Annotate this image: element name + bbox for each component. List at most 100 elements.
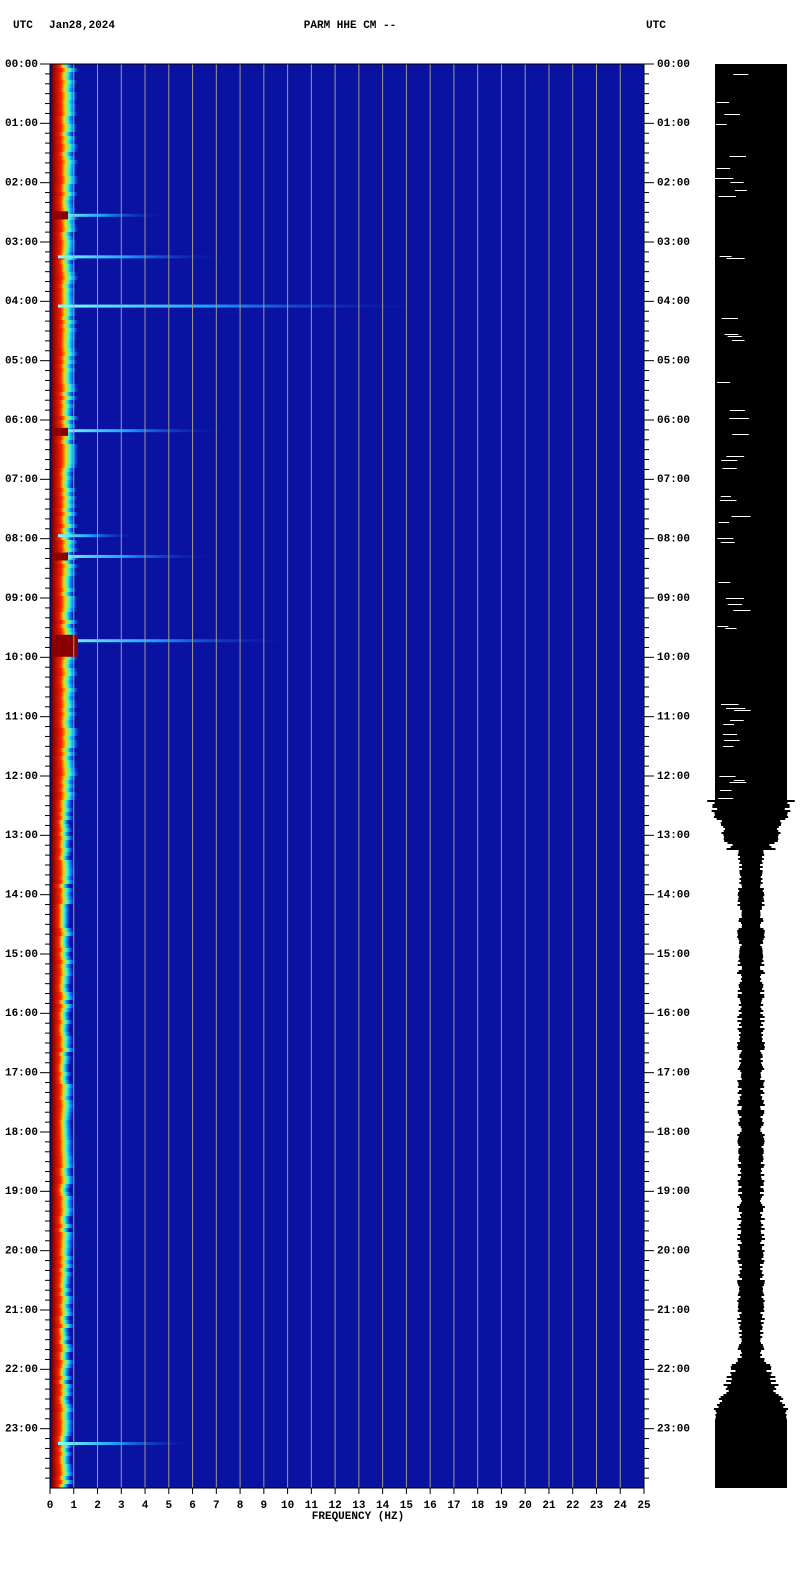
low-band bbox=[52, 792, 78, 796]
y-tick-label: 19:00 bbox=[5, 1186, 38, 1198]
trace-gap bbox=[722, 468, 737, 469]
trace bbox=[737, 1238, 765, 1240]
trace bbox=[737, 1294, 765, 1296]
trace bbox=[715, 340, 787, 342]
trace bbox=[741, 884, 761, 886]
trace bbox=[715, 562, 787, 564]
low-band bbox=[52, 1220, 72, 1224]
low-band bbox=[52, 1252, 73, 1256]
trace bbox=[715, 1432, 787, 1434]
trace bbox=[715, 1456, 787, 1458]
low-band bbox=[52, 1200, 75, 1204]
trace bbox=[739, 998, 763, 1000]
trace bbox=[740, 1350, 762, 1352]
trace bbox=[737, 894, 765, 896]
y-tick-label: 06:00 bbox=[5, 415, 38, 427]
trace bbox=[738, 1148, 764, 1150]
low-band bbox=[52, 680, 76, 684]
trace bbox=[715, 536, 787, 538]
trace bbox=[715, 622, 787, 624]
trace bbox=[739, 878, 763, 880]
low-band bbox=[52, 928, 74, 932]
trace-gap bbox=[724, 114, 740, 115]
trace bbox=[715, 88, 787, 90]
trace bbox=[715, 334, 787, 336]
trace-gap bbox=[719, 790, 732, 791]
trace bbox=[737, 1228, 765, 1230]
low-band bbox=[52, 1388, 74, 1392]
trace bbox=[715, 226, 787, 228]
trace bbox=[738, 1010, 764, 1012]
trace bbox=[741, 1278, 761, 1280]
event-core bbox=[52, 634, 78, 657]
low-band bbox=[52, 960, 76, 964]
x-tick-label: 13 bbox=[352, 1500, 366, 1512]
low-band bbox=[52, 356, 77, 360]
low-band bbox=[52, 1312, 76, 1316]
trace bbox=[715, 714, 787, 716]
trace bbox=[715, 492, 787, 494]
trace bbox=[715, 484, 787, 486]
trace bbox=[739, 1316, 763, 1318]
low-band bbox=[52, 176, 80, 180]
trace bbox=[715, 278, 787, 280]
trace bbox=[715, 228, 787, 230]
low-band bbox=[52, 828, 74, 832]
trace bbox=[715, 696, 787, 698]
trace bbox=[715, 346, 787, 348]
trace bbox=[741, 1230, 761, 1232]
trace bbox=[715, 554, 787, 556]
trace bbox=[738, 1346, 764, 1348]
trace bbox=[741, 1320, 761, 1322]
x-tick-label: 24 bbox=[614, 1500, 628, 1512]
trace bbox=[715, 106, 787, 108]
trace-gap bbox=[720, 496, 732, 497]
low-band bbox=[52, 1480, 76, 1484]
low-band bbox=[52, 1208, 76, 1212]
low-band bbox=[52, 1240, 74, 1244]
trace bbox=[715, 550, 787, 552]
low-band bbox=[52, 728, 80, 732]
trace bbox=[737, 892, 765, 894]
low-band bbox=[52, 948, 75, 952]
trace bbox=[737, 1104, 765, 1106]
low-band bbox=[52, 1008, 74, 1012]
low-band bbox=[52, 808, 75, 812]
trace bbox=[739, 1154, 763, 1156]
trace bbox=[741, 1340, 761, 1342]
trace bbox=[715, 84, 787, 86]
trace bbox=[741, 864, 761, 866]
low-band bbox=[52, 1452, 74, 1456]
trace bbox=[715, 1410, 787, 1412]
trace bbox=[738, 1122, 764, 1124]
trace bbox=[715, 66, 787, 68]
trace bbox=[741, 1220, 761, 1222]
trace bbox=[715, 1480, 787, 1482]
low-band bbox=[52, 592, 75, 596]
trace-gap bbox=[723, 746, 734, 747]
y-tick-label: 04:00 bbox=[5, 296, 38, 308]
low-band bbox=[52, 1336, 73, 1340]
trace bbox=[715, 632, 787, 634]
trace bbox=[715, 698, 787, 700]
trace bbox=[737, 1310, 765, 1312]
low-band bbox=[52, 604, 79, 608]
low-band bbox=[52, 892, 74, 896]
trace bbox=[737, 1180, 765, 1182]
trace bbox=[738, 1024, 764, 1026]
trace bbox=[715, 616, 787, 618]
trace bbox=[715, 580, 787, 582]
trace bbox=[715, 744, 787, 746]
trace bbox=[741, 1330, 761, 1332]
low-band bbox=[52, 524, 80, 528]
low-band bbox=[52, 972, 75, 976]
trace bbox=[715, 628, 787, 630]
low-band bbox=[52, 1332, 71, 1336]
trace bbox=[741, 1242, 761, 1244]
trace bbox=[739, 1326, 763, 1328]
low-band bbox=[52, 1020, 74, 1024]
trace bbox=[715, 240, 787, 242]
trace bbox=[715, 794, 787, 796]
trace bbox=[740, 1354, 762, 1356]
trace bbox=[715, 78, 787, 80]
